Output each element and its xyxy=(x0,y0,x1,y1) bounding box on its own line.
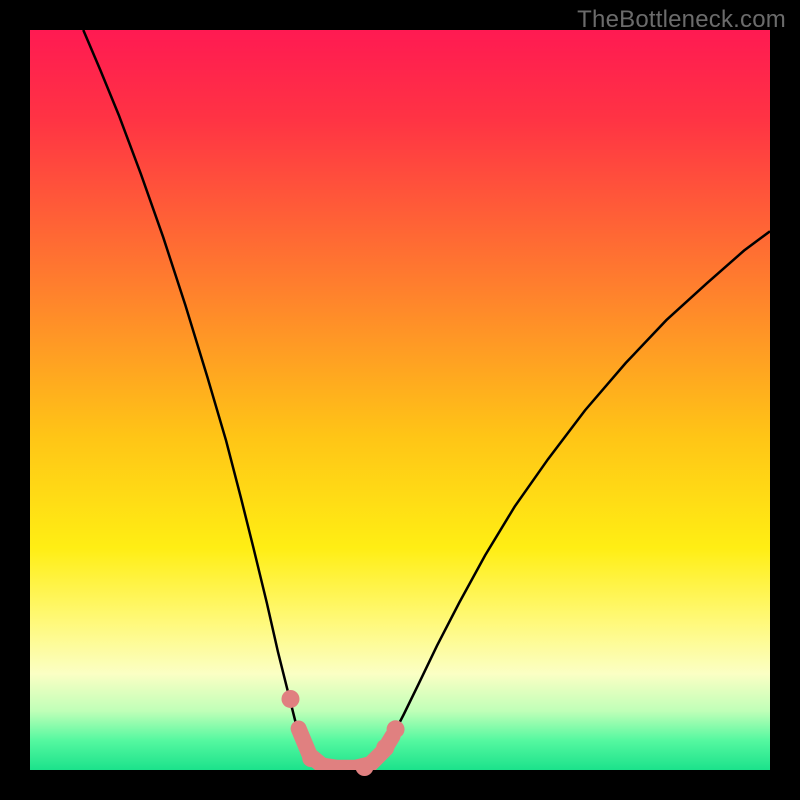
gradient-background xyxy=(30,30,770,770)
watermark-text: TheBottleneck.com xyxy=(577,6,786,34)
highlight-dot xyxy=(376,739,394,757)
highlight-dot xyxy=(302,749,320,767)
highlight-dot xyxy=(387,720,405,738)
highlight-dot xyxy=(281,690,299,708)
chart-svg xyxy=(0,0,800,800)
chart-stage: TheBottleneck.com xyxy=(0,0,800,800)
highlight-dot xyxy=(355,758,373,776)
